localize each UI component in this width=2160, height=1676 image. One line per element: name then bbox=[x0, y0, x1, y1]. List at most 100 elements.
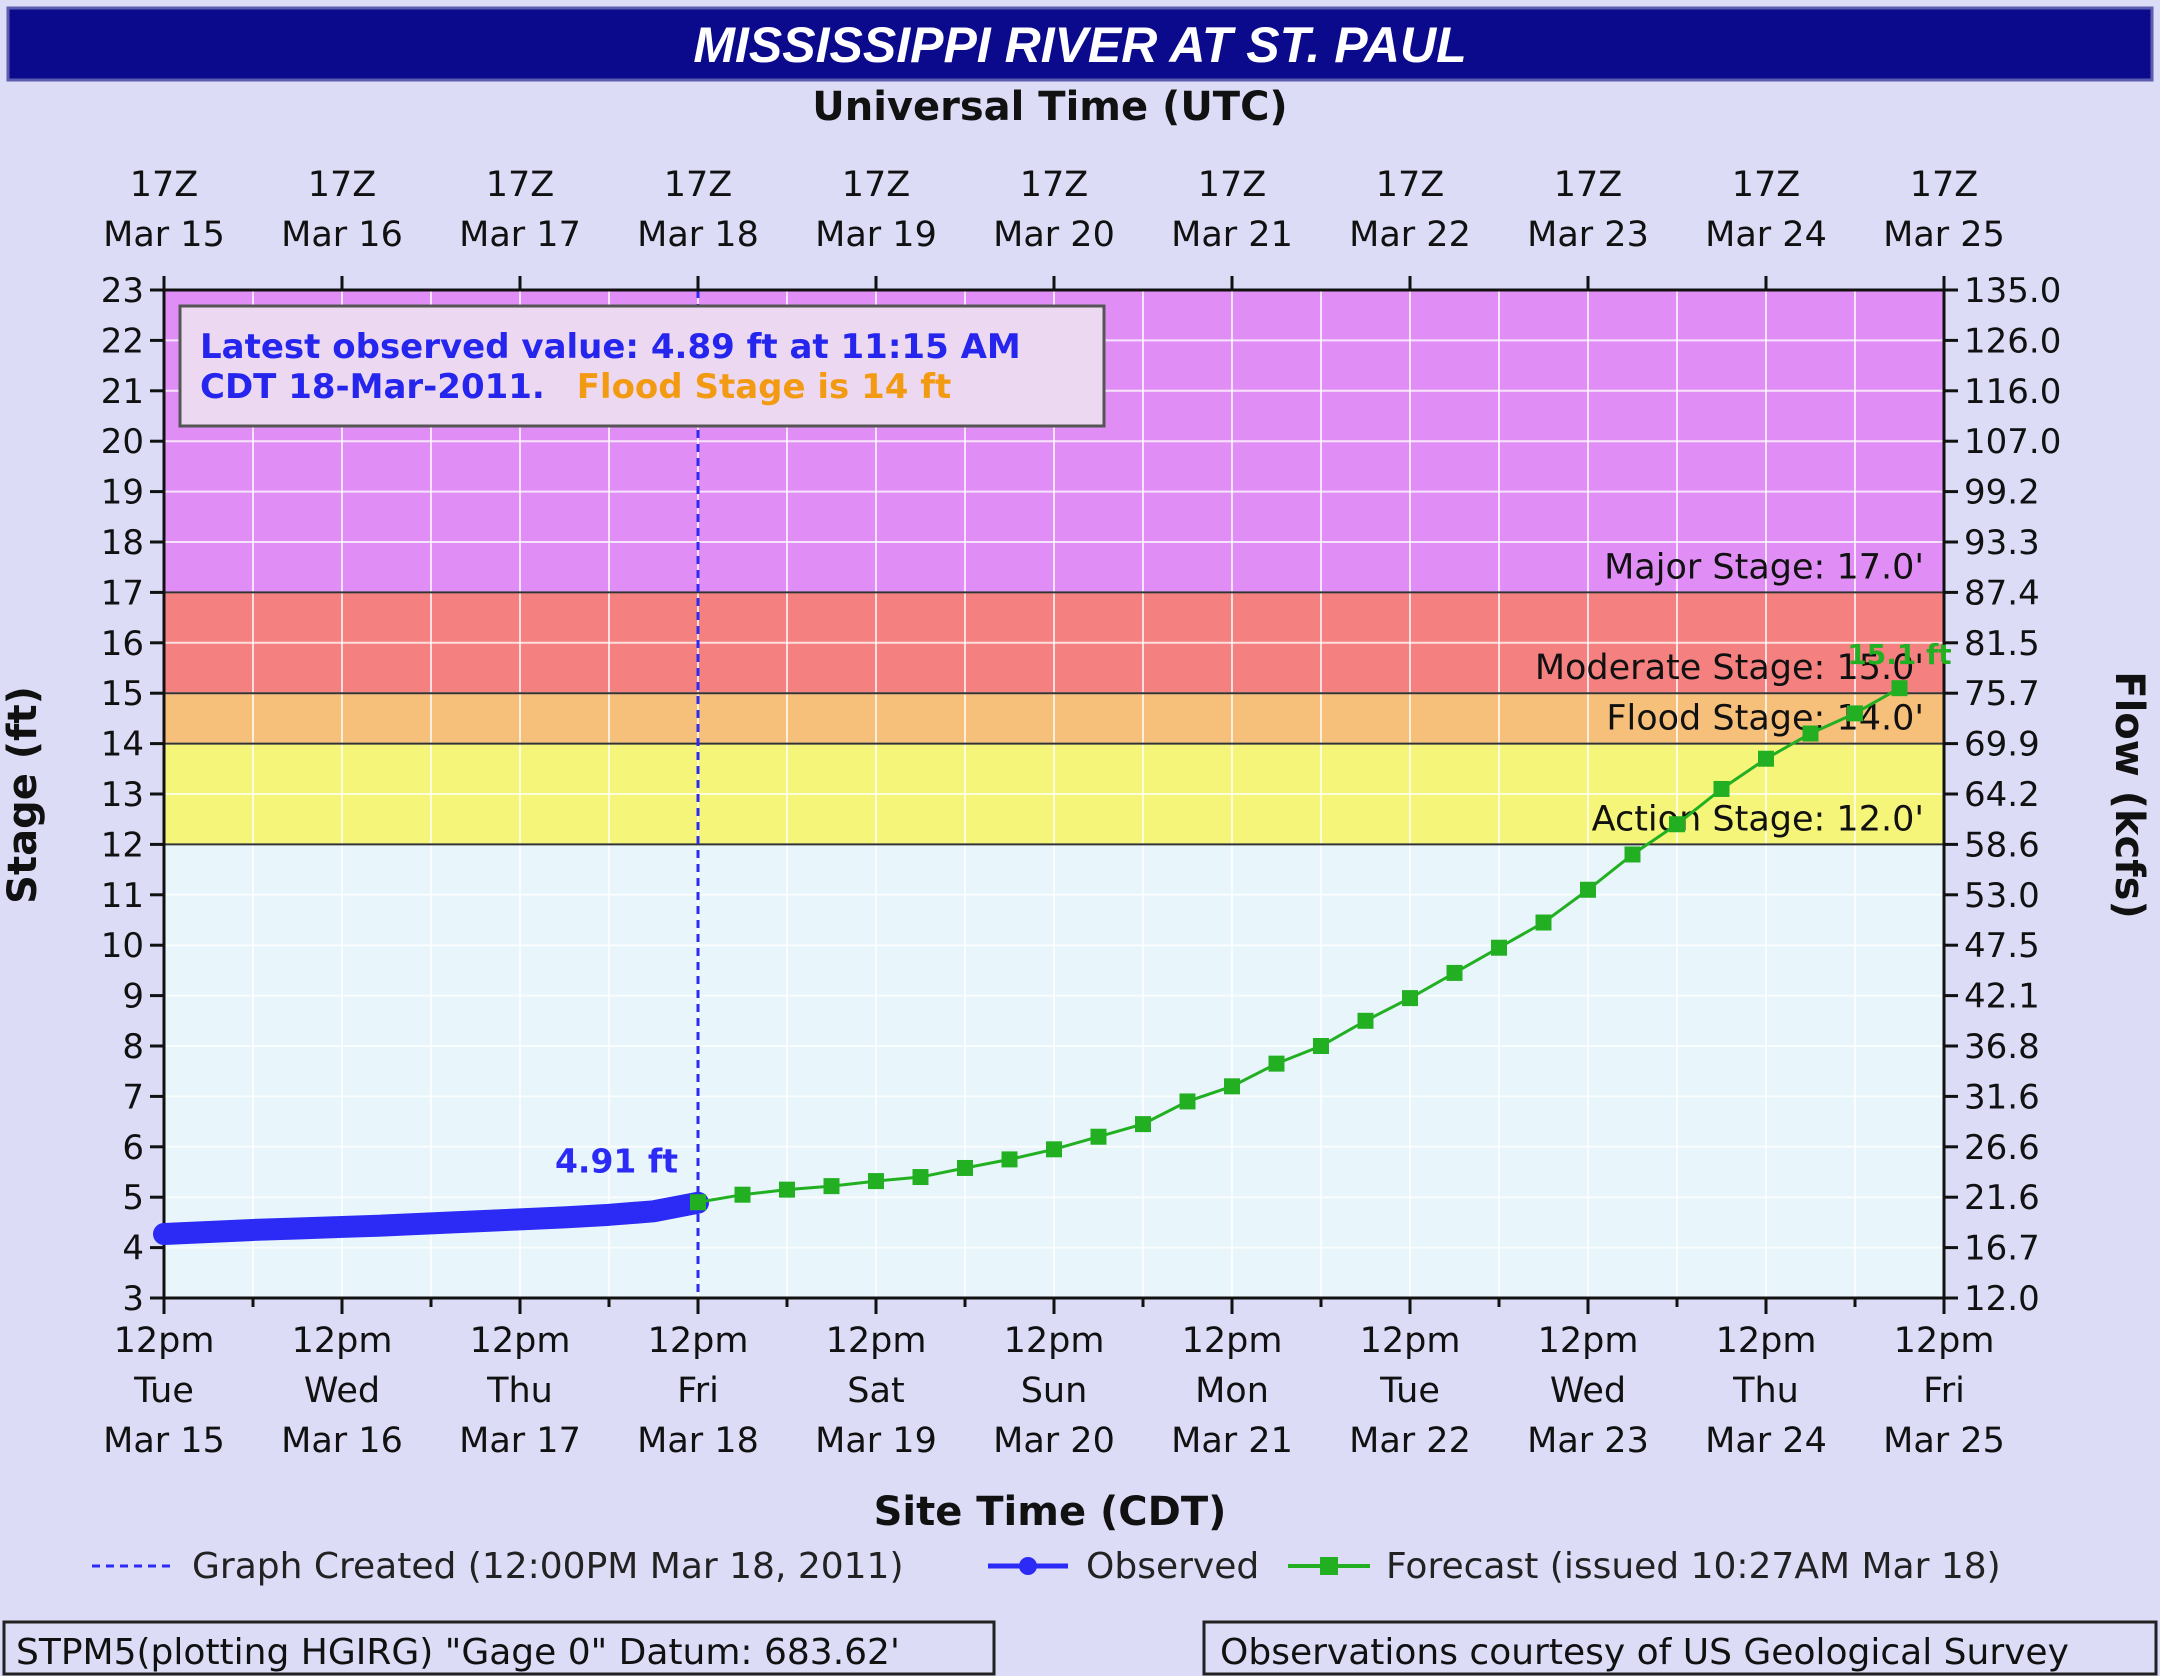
forecast-point bbox=[1891, 680, 1908, 697]
forecast-point bbox=[1713, 780, 1730, 797]
y-tick-label: 6 bbox=[122, 1128, 144, 1168]
y2-tick-label: 36.8 bbox=[1964, 1027, 2040, 1067]
band-label-moderate: Moderate Stage: 15.0' bbox=[1535, 648, 1924, 688]
y-tick-label: 7 bbox=[122, 1077, 144, 1117]
observed-point bbox=[510, 1209, 530, 1230]
y-tick-label: 8 bbox=[122, 1027, 144, 1067]
forecast-line bbox=[697, 686, 1901, 1204]
observed-peak-label: 4.91 ft bbox=[555, 1142, 678, 1181]
x-tick-label-date: Mar 22 bbox=[1349, 1421, 1471, 1461]
y2-tick-label: 75.7 bbox=[1964, 674, 2040, 714]
top-tick-label-date: Mar 20 bbox=[993, 215, 1115, 255]
forecast-point bbox=[912, 1169, 929, 1186]
ticks: 3456789101112131415161718192021222312.01… bbox=[101, 165, 2062, 1461]
legend: Graph Created (12:00PM Mar 18, 2011) Obs… bbox=[92, 1546, 2001, 1587]
x-tick-label-date: Mar 21 bbox=[1171, 1421, 1293, 1461]
footer-left-box bbox=[2, 1620, 996, 1676]
chart-title: MISSISSIPPI RIVER AT ST. PAUL bbox=[693, 17, 1466, 73]
x-tick-label-day: Wed bbox=[1550, 1371, 1626, 1411]
forecast-point bbox=[1224, 1078, 1240, 1095]
top-tick-label-date: Mar 16 bbox=[281, 215, 403, 255]
legend-observed-label: Observed bbox=[1086, 1546, 1259, 1587]
x-tick-label-time: 12pm bbox=[826, 1321, 927, 1361]
y-tick-label: 14 bbox=[101, 725, 144, 765]
y2-tick-label: 116.0 bbox=[1964, 372, 2061, 412]
y2-tick-label: 135.0 bbox=[1964, 271, 2061, 311]
x-tick-label-time: 12pm bbox=[114, 1321, 215, 1361]
x-tick-label-date: Mar 19 bbox=[815, 1421, 937, 1461]
band-label-action: Action Stage: 12.0' bbox=[1592, 799, 1924, 839]
y-axis-label: Stage (ft) bbox=[0, 686, 46, 904]
y2-tick-label: 42.1 bbox=[1964, 977, 2040, 1017]
y2-tick-label: 26.6 bbox=[1964, 1128, 2040, 1168]
x-tick-label-time: 12pm bbox=[1360, 1321, 1461, 1361]
top-tick-label-time: 17Z bbox=[486, 165, 555, 205]
top-tick-label-time: 17Z bbox=[1020, 165, 1089, 205]
x-tick-label-date: Mar 16 bbox=[281, 1421, 403, 1461]
footer-right-text: Observations courtesy of US Geological S… bbox=[1220, 1632, 2069, 1673]
observed-point bbox=[243, 1219, 263, 1240]
info-line2: CDT 18-Mar-2011. Flood Stage is 14 ft bbox=[200, 367, 951, 407]
x-tick-label-day: Tue bbox=[133, 1371, 194, 1411]
forecast-point bbox=[1669, 816, 1685, 833]
top-tick-label-date: Mar 15 bbox=[103, 215, 225, 255]
x-tick-label-date: Mar 24 bbox=[1705, 1421, 1827, 1461]
forecast-point bbox=[1802, 725, 1819, 742]
forecast-point bbox=[957, 1159, 973, 1176]
y-tick-label: 21 bbox=[101, 372, 144, 412]
y-tick-label: 3 bbox=[122, 1279, 144, 1319]
forecast-point bbox=[1357, 1012, 1374, 1029]
x-tick-label-day: Fri bbox=[1923, 1371, 1965, 1411]
legend-created-label: Graph Created (12:00PM Mar 18, 2011) bbox=[192, 1546, 904, 1587]
y2-tick-label: 21.6 bbox=[1964, 1178, 2040, 1218]
y2-tick-label: 93.3 bbox=[1964, 523, 2040, 563]
x-tick-label-day: Fri bbox=[677, 1371, 719, 1411]
top-tick-label-time: 17Z bbox=[1198, 165, 1267, 205]
y-tick-label: 15 bbox=[101, 674, 144, 714]
observed-point bbox=[287, 1218, 308, 1239]
x-tick-label-time: 12pm bbox=[292, 1321, 393, 1361]
x-tick-label-day: Thu bbox=[1732, 1371, 1799, 1411]
observed-point bbox=[465, 1211, 486, 1232]
observed-point bbox=[376, 1215, 397, 1236]
top-tick-label-time: 17Z bbox=[1910, 165, 1979, 205]
band-labels: Action Stage: 12.0' Flood Stage: 14.0' Mod… bbox=[1535, 547, 1924, 839]
y2-tick-label: 81.5 bbox=[1964, 624, 2040, 664]
observed-point bbox=[198, 1221, 219, 1242]
y2-tick-label: 69.9 bbox=[1964, 725, 2040, 765]
top-tick-label-time: 17Z bbox=[1554, 165, 1623, 205]
y-tick-label: 4 bbox=[122, 1229, 144, 1269]
x-tick-label-date: Mar 17 bbox=[459, 1421, 581, 1461]
top-tick-label-date: Mar 21 bbox=[1171, 215, 1293, 255]
forecast-point bbox=[1313, 1038, 1329, 1054]
forecast-point bbox=[1268, 1055, 1285, 1072]
x-tick-label-day: Thu bbox=[486, 1371, 553, 1411]
y-tick-label: 18 bbox=[101, 523, 144, 563]
observed-point bbox=[554, 1207, 575, 1228]
legend-forecast-marker bbox=[1320, 1557, 1338, 1575]
observed-point bbox=[421, 1213, 441, 1234]
top-tick-label-time: 17Z bbox=[130, 165, 199, 205]
forecast-point bbox=[1090, 1128, 1107, 1145]
y2-tick-label: 64.2 bbox=[1964, 775, 2040, 815]
top-tick-label-date: Mar 17 bbox=[459, 215, 581, 255]
y-tick-label: 22 bbox=[101, 321, 144, 361]
y2-tick-label: 87.4 bbox=[1964, 573, 2040, 613]
forecast-point bbox=[779, 1181, 795, 1198]
band-label-flood: Flood Stage: 14.0' bbox=[1606, 699, 1924, 739]
forecast-point bbox=[1179, 1093, 1196, 1110]
forecast-point bbox=[823, 1178, 840, 1195]
x-tick-label-time: 12pm bbox=[1894, 1321, 1995, 1361]
band-label-major: Major Stage: 17.0' bbox=[1604, 547, 1924, 587]
y-tick-label: 20 bbox=[101, 422, 144, 462]
forecast-point bbox=[1758, 750, 1774, 767]
title-bar bbox=[6, 6, 2154, 82]
top-tick-label-date: Mar 22 bbox=[1349, 215, 1471, 255]
x-tick-label-time: 12pm bbox=[1182, 1321, 1283, 1361]
top-tick-label-time: 17Z bbox=[664, 165, 733, 205]
y-tick-label: 19 bbox=[101, 473, 144, 513]
observed-point bbox=[643, 1201, 664, 1222]
y2-tick-label: 12.0 bbox=[1964, 1279, 2040, 1319]
top-tick-label-date: Mar 18 bbox=[637, 215, 759, 255]
